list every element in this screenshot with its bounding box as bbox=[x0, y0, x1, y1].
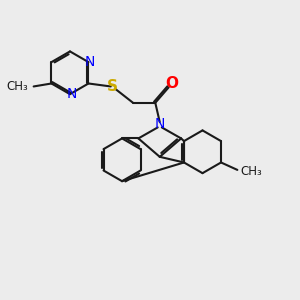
Text: CH₃: CH₃ bbox=[7, 80, 28, 93]
Text: S: S bbox=[107, 79, 118, 94]
Text: N: N bbox=[85, 55, 95, 69]
Text: CH₃: CH₃ bbox=[240, 165, 262, 178]
Text: N: N bbox=[66, 87, 76, 101]
Text: O: O bbox=[165, 76, 178, 91]
Text: N: N bbox=[154, 117, 165, 131]
